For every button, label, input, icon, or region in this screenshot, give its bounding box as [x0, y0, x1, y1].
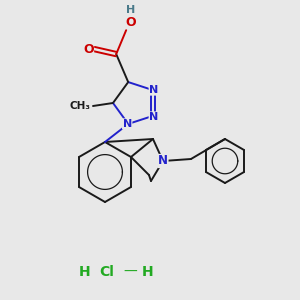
Text: N: N: [149, 112, 158, 122]
Text: —: —: [123, 265, 137, 279]
Text: Cl: Cl: [100, 265, 114, 279]
Text: O: O: [125, 16, 136, 28]
Text: O: O: [83, 43, 94, 56]
Text: H: H: [79, 265, 91, 279]
Text: N: N: [149, 85, 158, 95]
Text: N: N: [123, 119, 132, 129]
Text: N: N: [158, 154, 168, 167]
Text: CH₃: CH₃: [70, 101, 91, 111]
Text: H: H: [126, 5, 135, 15]
Text: H: H: [142, 265, 154, 279]
